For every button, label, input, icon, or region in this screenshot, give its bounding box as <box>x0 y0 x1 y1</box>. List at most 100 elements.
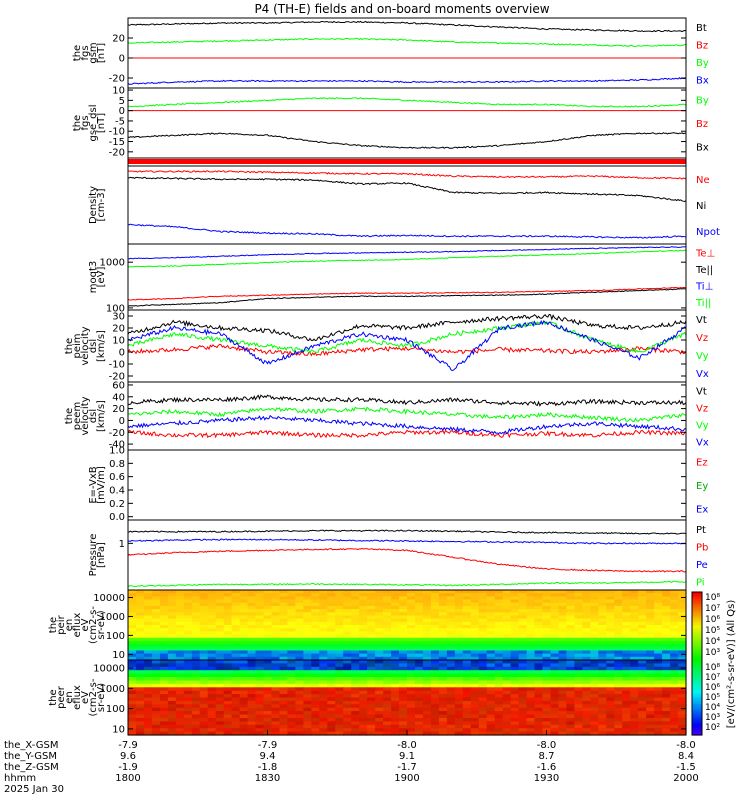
spectrogram-cell <box>630 609 639 613</box>
spectrogram-cell <box>470 697 480 702</box>
spectrogram-cell <box>446 700 456 705</box>
spectrogram-cell <box>534 711 544 716</box>
spectrogram-cell <box>470 640 480 645</box>
spectrogram-cell <box>454 650 464 655</box>
spectrogram-cell <box>582 666 591 671</box>
spectrogram-cell <box>335 687 344 692</box>
spectrogram-cell <box>223 656 233 661</box>
spectrogram-cell <box>271 631 281 636</box>
spectrogram-cell <box>518 599 528 604</box>
spectrogram-cell <box>247 621 257 626</box>
spectrogram-cell <box>311 593 320 597</box>
spectrogram-cell <box>430 653 440 658</box>
spectrogram-cell <box>287 631 296 636</box>
spectrogram-cell <box>239 656 249 661</box>
spectrogram-cell <box>598 612 607 617</box>
spectrogram-cell <box>478 677 488 681</box>
spectrogram-cell <box>670 618 679 623</box>
spectrogram-cell <box>550 602 560 607</box>
spectrogram-cell <box>159 609 169 613</box>
spectrogram-cell <box>391 697 400 702</box>
spectrogram-cell <box>526 628 536 632</box>
spectrogram-cell <box>295 605 304 610</box>
spectrogram-cell <box>199 612 209 617</box>
spectrogram-cell <box>367 680 376 685</box>
spectrogram-cell <box>486 677 496 681</box>
spectrogram-cell <box>215 596 225 601</box>
spectrogram-cell <box>430 666 440 671</box>
spectrogram-cell <box>351 602 360 607</box>
spectrogram-cell <box>136 644 145 648</box>
spectrogram-cell <box>494 625 504 629</box>
spectrogram-cell <box>407 612 416 617</box>
spectrogram-cell <box>630 631 639 636</box>
spectrogram-cell <box>287 656 296 661</box>
spectrogram-cell <box>654 647 663 652</box>
spectrogram-cell <box>335 663 344 668</box>
spectrogram-cell <box>454 634 464 639</box>
legend-ne: Ne <box>696 175 710 186</box>
spectrogram-cell <box>470 650 480 655</box>
spectrogram-cell <box>407 596 416 601</box>
legend-pi: Pi <box>696 577 705 588</box>
spectrogram-cell <box>231 631 241 636</box>
spectrogram-cell <box>159 605 169 610</box>
spectrogram-cell <box>375 673 384 678</box>
spectrogram-cell <box>598 670 607 675</box>
x-row-value: -8.0 <box>397 740 417 751</box>
spectrogram-cell <box>343 634 352 639</box>
spectrogram-cell <box>391 590 400 594</box>
spectrogram-cell <box>319 628 328 632</box>
panel-frame-peem-velocity <box>127 381 687 451</box>
spectrogram-cell <box>566 621 575 626</box>
spectrogram-cell <box>143 683 153 688</box>
spectrogram-cell <box>343 663 352 668</box>
spectrogram-cell <box>287 605 296 610</box>
spectrogram-cell <box>470 609 480 613</box>
spectrogram-cell <box>518 673 528 678</box>
spectrogram-cell <box>606 599 615 604</box>
spectrogram-cell <box>582 704 591 709</box>
spectrogram-cell <box>630 714 639 719</box>
spectrogram-cell <box>311 666 320 671</box>
spectrogram-cell <box>582 694 591 699</box>
spectrogram-cell <box>574 656 583 661</box>
spectrogram-cell <box>327 670 336 675</box>
colorbar-segment <box>692 708 702 712</box>
spectrogram-cell <box>438 690 448 695</box>
spectrogram-cell <box>446 637 456 642</box>
spectrogram-cell <box>462 593 472 597</box>
spectrogram-cell <box>247 677 257 681</box>
spectrogram-cell <box>383 704 392 709</box>
spectrogram-cell <box>136 596 145 601</box>
spectrogram-cell <box>159 618 169 623</box>
spectrogram-cell <box>343 621 352 626</box>
spectrogram-cell <box>128 694 137 699</box>
spectrogram-cell <box>486 656 496 661</box>
spectrogram-cell <box>510 590 520 594</box>
spectrogram-cell <box>566 663 575 668</box>
spectrogram-cell <box>136 631 145 636</box>
spectrogram-cell <box>359 618 368 623</box>
spectrogram-cell <box>510 663 520 668</box>
spectrogram-cell <box>271 590 281 594</box>
spectrogram-cell <box>422 590 432 594</box>
colorbar-segment <box>692 658 702 662</box>
spectrogram-cell <box>407 609 416 613</box>
spectrogram-cell <box>271 711 281 716</box>
spectrogram-cell <box>303 644 312 648</box>
spectrogram-cell <box>319 724 328 729</box>
spectrogram-cell <box>191 609 201 613</box>
spectrogram-cell <box>279 637 289 642</box>
spectrogram-cell <box>598 707 607 712</box>
spectrogram-cell <box>462 663 472 668</box>
spectrogram-cell <box>143 718 153 722</box>
spectrogram-cell <box>151 673 161 678</box>
spectrogram-cell <box>175 660 185 664</box>
spectrogram-cell <box>391 602 400 607</box>
y-tick-label: 0 <box>119 416 125 427</box>
spectrogram-cell <box>550 711 560 716</box>
spectrogram-cell <box>255 673 265 678</box>
spectrogram-cell <box>486 599 496 604</box>
spectrogram-cell <box>526 714 536 719</box>
